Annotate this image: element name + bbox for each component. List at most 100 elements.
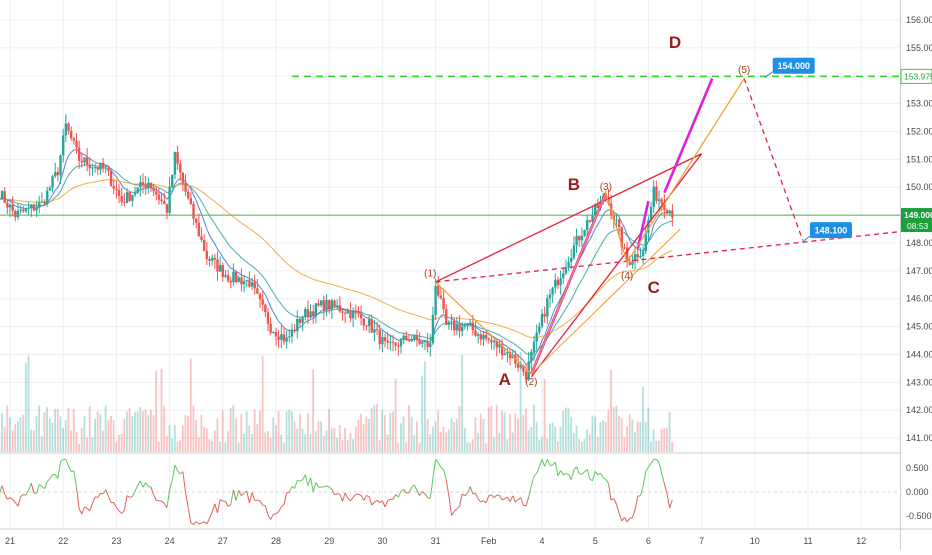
candle-body <box>200 236 202 240</box>
volume-bar <box>368 419 370 452</box>
candle-body <box>347 310 349 313</box>
candle-body <box>91 167 93 168</box>
volume-bar <box>203 427 205 452</box>
volume-bar <box>602 420 604 452</box>
candle-body <box>333 300 335 306</box>
oscillator-line <box>622 517 625 521</box>
volume-bar <box>586 430 588 452</box>
candle-body <box>121 196 123 202</box>
volume-bar <box>416 421 418 452</box>
candle-body <box>19 210 21 211</box>
oscillator-line <box>74 471 77 488</box>
candle-body <box>517 364 519 368</box>
candle-body <box>259 294 261 300</box>
candle-body <box>214 258 216 259</box>
candle-body <box>541 314 543 327</box>
volume-bar <box>360 414 362 452</box>
candle-body <box>65 123 67 135</box>
pattern-label-b: B <box>568 175 580 194</box>
volume-bar <box>467 442 469 452</box>
oscillator-line <box>191 523 194 525</box>
volume-bar <box>488 408 490 452</box>
time-tick-label: 10 <box>750 536 760 546</box>
oscillator-line <box>122 510 125 513</box>
candle-body <box>456 325 458 331</box>
volume-bar <box>312 369 314 452</box>
volume-bar <box>44 412 46 452</box>
oscillator-line <box>460 494 463 506</box>
oscillator-line <box>300 480 303 481</box>
oscillator-line <box>601 473 604 478</box>
oscillator-line <box>494 495 497 498</box>
candle-body <box>538 326 540 332</box>
volume-bar <box>573 433 575 452</box>
callout-1: 148.100 <box>802 222 852 242</box>
volume-bar <box>469 443 471 452</box>
oscillator-line <box>614 499 617 505</box>
oscillator-line <box>313 482 316 491</box>
candle-body <box>325 300 327 310</box>
candle-body <box>363 318 365 325</box>
oscillator-line <box>630 518 633 519</box>
oscillator-line <box>350 497 353 500</box>
volume-bar <box>631 420 633 452</box>
candle-body <box>631 261 633 264</box>
candle-body <box>341 311 343 312</box>
oscillator-line <box>138 481 141 486</box>
candle-body <box>323 300 325 310</box>
candle-body <box>355 311 357 313</box>
oscillator-line <box>0 486 2 495</box>
time-tick-label: 27 <box>218 536 228 546</box>
volume-bar <box>403 416 405 452</box>
oscillator-line <box>606 479 609 483</box>
oscillator-line <box>651 459 654 463</box>
target-badge: 153.975 <box>901 69 932 83</box>
volume-bar <box>453 422 455 452</box>
oscillator-line <box>108 496 111 502</box>
volume-bar <box>326 431 328 452</box>
pattern-label-a: A <box>499 370 511 389</box>
volume-bar <box>594 417 596 452</box>
volume-bar <box>432 427 434 452</box>
candle-body <box>131 195 133 201</box>
current-price-label: 149.000 <box>904 210 932 220</box>
candle-body <box>352 311 354 319</box>
candle-body <box>155 191 157 194</box>
oscillator-line <box>340 494 343 501</box>
volume-bar <box>650 442 652 452</box>
candle-body <box>118 190 120 196</box>
volume-bar <box>365 417 367 452</box>
candle-body <box>477 334 479 336</box>
volume-bar <box>461 355 463 452</box>
oscillator-line <box>343 493 346 501</box>
volume-bar <box>379 440 381 452</box>
candle-body <box>546 298 548 316</box>
candle-body <box>360 314 362 318</box>
volume-bar <box>421 376 423 452</box>
volume-bar <box>411 417 413 452</box>
oscillator-line <box>577 467 580 474</box>
volume-bar <box>334 428 336 452</box>
oscillator-line <box>619 513 622 521</box>
candle-body <box>57 172 59 175</box>
volume-bar <box>512 432 514 452</box>
volume-bar <box>307 413 309 452</box>
volume-bar <box>52 423 54 452</box>
volume-bar <box>538 440 540 452</box>
candle-body <box>554 280 556 288</box>
drawing-tools[interactable] <box>0 76 900 376</box>
candle-body <box>142 182 144 185</box>
candle-body <box>299 319 301 323</box>
volume-bar <box>339 425 341 452</box>
volume-bar <box>193 406 195 452</box>
volume-bar <box>166 436 168 452</box>
volume-bar <box>105 406 107 452</box>
candle-body <box>381 337 383 344</box>
oscillator-line <box>183 472 186 493</box>
candle-body <box>3 191 5 203</box>
volume-bar <box>331 428 333 452</box>
volume-bar <box>613 407 615 452</box>
volume-bar <box>54 409 56 452</box>
